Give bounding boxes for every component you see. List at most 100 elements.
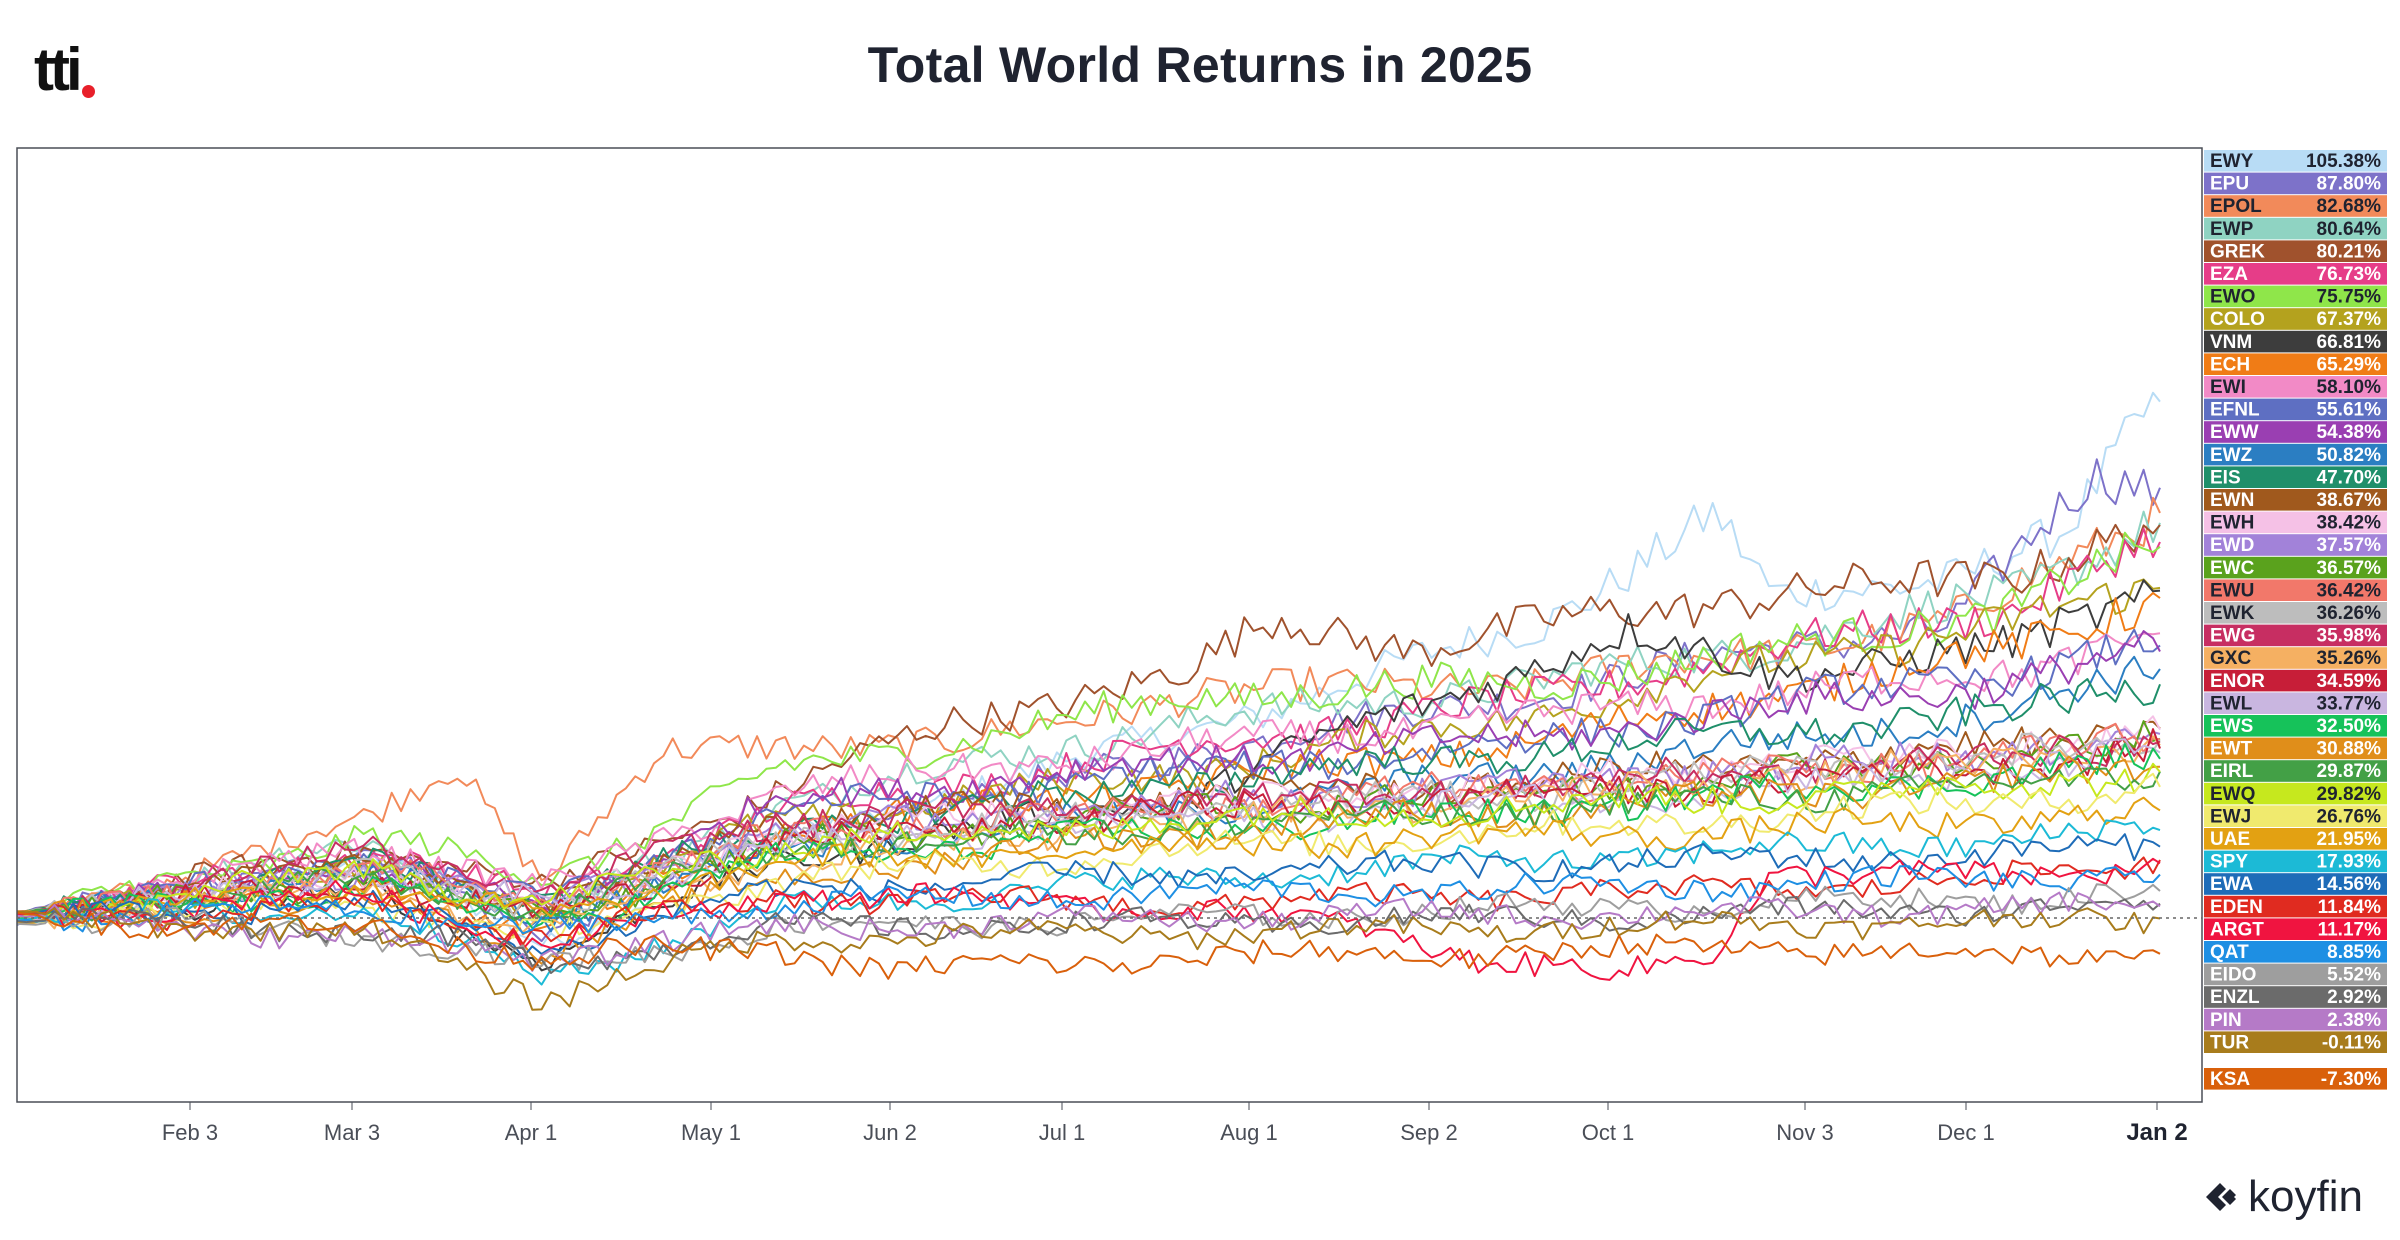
- series-line-ewq: [16, 762, 2161, 925]
- series-label-bg: [2204, 941, 2387, 963]
- series-label-bg: [2204, 308, 2387, 330]
- series-label-bg: [2204, 805, 2387, 827]
- series-line-pin: [16, 891, 2161, 972]
- series-label-name: EZA: [2210, 264, 2248, 285]
- series-label-bg: [2204, 376, 2387, 398]
- koyfin-brand: koyfin: [2200, 1172, 2363, 1222]
- series-label-name: VNM: [2210, 332, 2252, 353]
- x-axis-ticks: Feb 3 Mar 3 Apr 1 May 1 Jun 2 Jul 1 Aug 1 Sep 2…: [162, 1102, 2188, 1146]
- series-label-name: EWP: [2210, 219, 2254, 240]
- series-label-name: EWI: [2210, 377, 2246, 398]
- series-label-value: 36.26%: [2317, 603, 2382, 624]
- x-tick-label: Dec 1: [1937, 1120, 1994, 1145]
- series-label-spy: SPY 17.93%: [2204, 850, 2387, 873]
- series-label-ewa: EWA 14.56%: [2204, 873, 2387, 895]
- series-label-value: 58.10%: [2317, 377, 2382, 398]
- series-line-qat: [16, 865, 2161, 935]
- x-tick-label: Sep 2: [1400, 1120, 1458, 1145]
- series-label-value: -0.11%: [2322, 1032, 2381, 1053]
- series-end-labels: EWY 105.38%EPU 87.80%EPOL 82.68%EWP 80.64%GR…: [2204, 150, 2387, 1090]
- series-label-name: EWN: [2210, 490, 2254, 511]
- series-label-name: TUR: [2210, 1032, 2249, 1053]
- series-label-value: 2.38%: [2327, 1010, 2381, 1031]
- series-label-value: 66.81%: [2317, 332, 2382, 353]
- series-label-eden: EDEN 11.84%: [2204, 895, 2387, 918]
- series-line-ews: [16, 743, 2161, 929]
- series-label-value: 36.42%: [2317, 580, 2382, 601]
- series-label-name: EPU: [2210, 174, 2249, 195]
- series-label-epol: EPOL 82.68%: [2204, 195, 2387, 217]
- series-label-bg: [2204, 489, 2387, 511]
- series-line-uae: [16, 796, 2161, 925]
- series-label-bg: [2204, 624, 2387, 647]
- series-label-value: 14.56%: [2317, 874, 2382, 895]
- series-label-bg: [2204, 285, 2387, 308]
- series-label-value: 82.68%: [2317, 196, 2382, 217]
- koyfin-logo-icon: [2206, 1183, 2236, 1211]
- series-label-name: UAE: [2210, 829, 2250, 850]
- series-label-value: 11.84%: [2318, 897, 2381, 918]
- logo-dot: [81, 85, 95, 98]
- series-label-bg: [2204, 850, 2387, 873]
- series-label-grek: GREK 80.21%: [2204, 240, 2387, 262]
- series-label-value: 37.57%: [2317, 535, 2382, 556]
- series-label-ewt: EWT 30.88%: [2204, 737, 2387, 760]
- series-label-value: 35.26%: [2317, 648, 2382, 669]
- series-label-eido: EIDO 5.52%: [2204, 963, 2387, 986]
- series-label-name: ARGT: [2210, 919, 2264, 940]
- series-label-name: EWW: [2210, 422, 2259, 443]
- series-label-name: EWC: [2210, 558, 2255, 579]
- series-label-ewd: EWD 37.57%: [2204, 534, 2387, 556]
- x-tick-label: Apr 1: [505, 1120, 558, 1145]
- x-tick-label: Jan 2: [2126, 1119, 2187, 1146]
- series-label-bg: [2204, 647, 2387, 669]
- series-label-value: 87.80%: [2317, 174, 2382, 195]
- series-label-bg: [2204, 172, 2387, 195]
- series-label-value: 54.38%: [2317, 422, 2382, 443]
- series-label-ewh: EWH 38.42%: [2204, 511, 2387, 534]
- x-tick-label: Nov 3: [1776, 1120, 1833, 1145]
- series-label-name: EWG: [2210, 626, 2255, 647]
- series-label-ews: EWS 32.50%: [2204, 715, 2387, 737]
- series-label-ewl: EWL 33.77%: [2204, 692, 2387, 714]
- series-label-value: 29.87%: [2317, 761, 2382, 782]
- series-label-name: EWO: [2210, 287, 2255, 308]
- series-label-bg: [2204, 760, 2387, 782]
- series-label-name: EIDO: [2210, 965, 2256, 986]
- series-label-value: 80.64%: [2317, 219, 2382, 240]
- series-label-name: KSA: [2210, 1069, 2250, 1090]
- series-line-tur: [16, 907, 2161, 1011]
- series-label-ewy: EWY 105.38%: [2204, 150, 2387, 172]
- series-line-ewu: [16, 722, 2161, 919]
- series-label-value: 29.82%: [2317, 784, 2382, 805]
- series-label-ewu: EWU 36.42%: [2204, 579, 2387, 601]
- series-label-name: EWA: [2210, 874, 2254, 895]
- series-label-bg: [2204, 466, 2387, 488]
- series-label-value: 67.37%: [2317, 309, 2382, 330]
- series-label-bg: [2204, 330, 2387, 353]
- series-label-value: 34.59%: [2317, 671, 2382, 692]
- series-label-gxc: GXC 35.26%: [2204, 647, 2387, 669]
- series-label-pin: PIN 2.38%: [2204, 1008, 2387, 1031]
- series-label-name: ECH: [2210, 354, 2250, 375]
- series-label-value: 11.17%: [2318, 919, 2381, 940]
- series-label-uae: UAE 21.95%: [2204, 828, 2387, 850]
- series-label-enor: ENOR 34.59%: [2204, 669, 2387, 692]
- series-label-bg: [2204, 579, 2387, 601]
- series-label-eww: EWW 54.38%: [2204, 421, 2387, 443]
- series-label-eirl: EIRL 29.87%: [2204, 760, 2387, 782]
- series-label-name: COLO: [2210, 309, 2265, 330]
- series-line-ewo: [16, 531, 2161, 921]
- series-label-bg: [2204, 1031, 2387, 1053]
- series-lines: [16, 391, 2161, 1011]
- series-label-value: 80.21%: [2317, 241, 2382, 262]
- series-label-ech: ECH 65.29%: [2204, 353, 2387, 375]
- series-label-value: 35.98%: [2317, 626, 2382, 647]
- series-label-bg: [2204, 918, 2387, 940]
- series-line-ewt: [16, 755, 2161, 965]
- series-line-ewa: [16, 833, 2161, 959]
- series-label-value: 21.95%: [2317, 829, 2382, 850]
- series-label-ewn: EWN 38.67%: [2204, 489, 2387, 511]
- tti-logo: tti: [34, 30, 95, 100]
- series-label-ksa: KSA -7.30%: [2204, 1068, 2387, 1090]
